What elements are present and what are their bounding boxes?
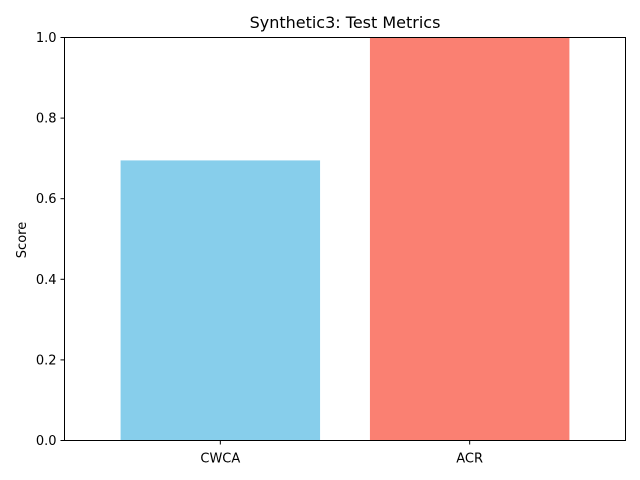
bar-cwca	[120, 160, 321, 441]
plot-frame	[64, 37, 626, 441]
chart-title: Synthetic3: Test Metrics	[250, 13, 441, 32]
y-tick-label: 0.8	[36, 112, 57, 127]
y-axis: 0.0 0.2 0.4 0.6 0.8 1.0	[36, 31, 65, 449]
bars-group	[120, 37, 570, 441]
x-tick-label: ACR	[456, 452, 483, 467]
y-tick-label: 0.4	[36, 273, 57, 288]
bar-acr	[369, 37, 570, 441]
y-tick-label: 0.2	[36, 353, 57, 368]
x-tick-label: CWCA	[200, 452, 240, 467]
y-tick-label: 0.6	[36, 192, 57, 207]
x-axis: CWCA ACR	[200, 440, 483, 467]
y-tick-label: 0.0	[36, 434, 57, 449]
y-tick-label: 1.0	[36, 31, 57, 46]
y-axis-label: Score	[15, 222, 30, 258]
